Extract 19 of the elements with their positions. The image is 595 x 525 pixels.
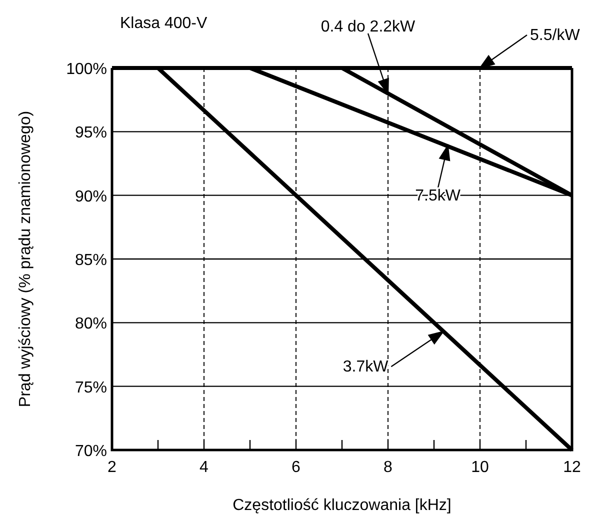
- y-tick-label: 75%: [74, 379, 107, 396]
- y-tick-label: 100%: [66, 61, 107, 78]
- annotation: 3.7kW: [342, 358, 390, 376]
- x-tick-label: 2: [108, 459, 117, 476]
- x-tick-label: 12: [563, 459, 581, 476]
- x-tick-label: 10: [471, 459, 489, 476]
- y-tick-label: 90%: [74, 188, 107, 206]
- y-tick-label: 70%: [74, 443, 107, 460]
- x-tick-label: 6: [292, 459, 301, 476]
- text: Klasa 400-V: [120, 15, 208, 32]
- annotation: 0.4 do 2.2kW: [320, 18, 416, 36]
- x-tick-label: 4: [200, 459, 209, 476]
- y-axis-title: Prąd wyjściowy (% prądu znamionowego): [17, 110, 34, 408]
- x-axis-title: Częstotliość kluczowania [kHz]: [232, 497, 452, 514]
- y-tick-label: 80%: [74, 316, 107, 333]
- y-tick-label: 85%: [74, 252, 107, 269]
- y-tick-label: 95%: [74, 124, 107, 142]
- x-tick-label: 8: [384, 459, 393, 476]
- annotation: 5.5/kW: [530, 27, 581, 44]
